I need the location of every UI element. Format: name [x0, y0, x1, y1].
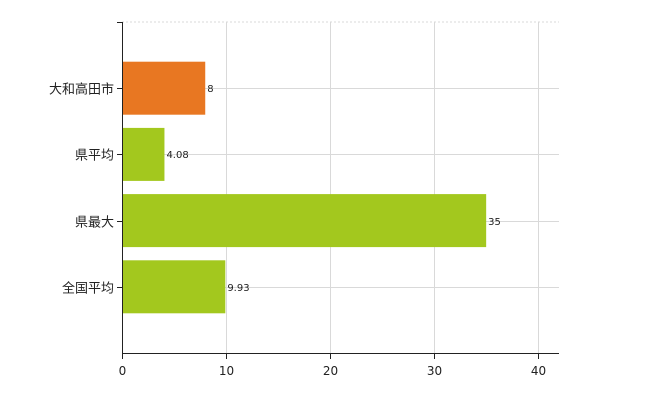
x-tick-label: 0: [119, 364, 127, 378]
category-label: 大和高田市: [49, 82, 114, 98]
x-tick-label: 30: [427, 364, 442, 378]
bar: [123, 127, 165, 181]
category-label: 全国平均: [62, 281, 114, 297]
category-label: 県最大: [75, 216, 114, 231]
data-label: 9.93: [227, 283, 249, 294]
data-label: 4.08: [166, 150, 188, 161]
bar: [123, 194, 487, 248]
data-label: 8: [207, 84, 213, 95]
axes: [117, 22, 559, 359]
bar: [123, 61, 206, 115]
category-label: 県平均: [75, 149, 114, 164]
grid-lines: [122, 21, 559, 353]
x-tick-label: 40: [531, 364, 546, 378]
data-label: 35: [488, 217, 501, 228]
bars: [123, 61, 487, 314]
x-tick-label: 20: [323, 364, 338, 378]
bar: [123, 260, 226, 314]
x-tick-label: 10: [219, 364, 234, 378]
